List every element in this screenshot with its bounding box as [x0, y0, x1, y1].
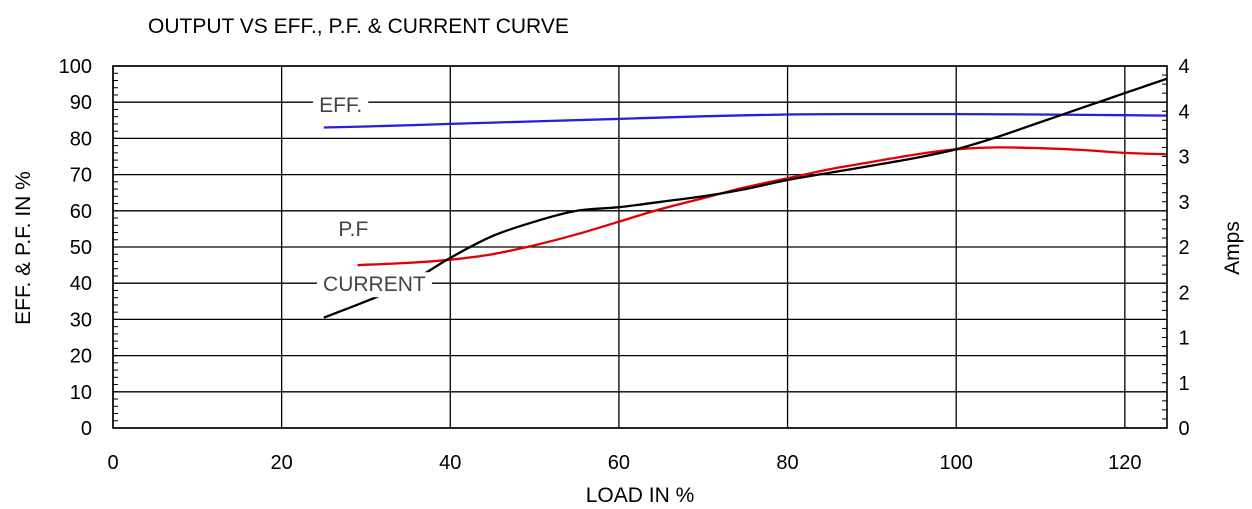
y-tick-label: 0 [81, 418, 92, 440]
curve-label-current: CURRENT [317, 272, 432, 298]
x-tick-label: 60 [608, 452, 630, 474]
y-tick-label: 70 [70, 165, 92, 187]
y-tick-label: 30 [70, 309, 92, 331]
x-tick-label: 120 [1108, 452, 1141, 474]
series-line-eff [323, 112, 1168, 129]
x-tick-labels: 0 20 40 60 80 100 120 [107, 452, 1141, 474]
x-axis-label: LOAD IN % [586, 484, 695, 507]
curve-label-bg [317, 272, 432, 298]
y-tick-label: 80 [70, 128, 92, 150]
y-axis-label: EFF. & P.F. IN % [12, 171, 35, 325]
x-tick-label: 0 [107, 452, 118, 474]
y2-axis-label: Amps [1221, 221, 1244, 275]
y2-tick-label: 1 [1178, 373, 1189, 395]
y2-tick-label: 4 [1178, 56, 1189, 78]
series-group [323, 77, 1168, 319]
minor-ticks [113, 65, 1167, 429]
y2-tick-label: 2 [1178, 237, 1189, 259]
y2-tick-label: 4 [1178, 101, 1189, 123]
curve-label-text: EFF. [319, 94, 362, 117]
x-tick-label: 100 [940, 452, 973, 474]
y2-tick-label: 3 [1178, 147, 1189, 169]
curve-label-bg [313, 93, 369, 119]
x-tick-label: 80 [776, 452, 798, 474]
chart-title: OUTPUT VS EFF., P.F. & CURRENT CURVE [148, 15, 569, 38]
y-tick-label: 20 [70, 346, 92, 368]
y2-tick-label: 0 [1178, 418, 1189, 440]
x-tick-label: 40 [439, 452, 461, 474]
y-tick-label: 50 [70, 237, 92, 259]
y-tick-label: 40 [70, 273, 92, 295]
series-line-current [323, 77, 1168, 319]
y-tick-labels: 0 10 20 30 40 50 60 70 80 90 100 [59, 56, 92, 440]
grid [112, 65, 1167, 429]
y-tick-label: 90 [70, 92, 92, 114]
x-tick-label: 20 [271, 452, 293, 474]
y2-tick-labels: 0 1 1 2 2 3 3 4 4 [1178, 56, 1189, 440]
curve-label-eff: EFF. [313, 93, 369, 119]
y-tick-label: 60 [70, 201, 92, 223]
y2-tick-label: 3 [1178, 192, 1189, 214]
curve-label-text: CURRENT [323, 273, 426, 296]
curve-labels: EFF. P.F CURRENT [313, 93, 432, 298]
curve-label-text: P.F [338, 218, 368, 241]
curve-label-p-f: P.F [332, 217, 375, 243]
series-line-p-f [357, 146, 1168, 267]
y-tick-label: 100 [59, 56, 92, 78]
y2-tick-label: 2 [1178, 282, 1189, 304]
y2-tick-label: 1 [1178, 328, 1189, 350]
y-tick-label: 10 [70, 382, 92, 404]
curve-label-bg [332, 217, 375, 243]
